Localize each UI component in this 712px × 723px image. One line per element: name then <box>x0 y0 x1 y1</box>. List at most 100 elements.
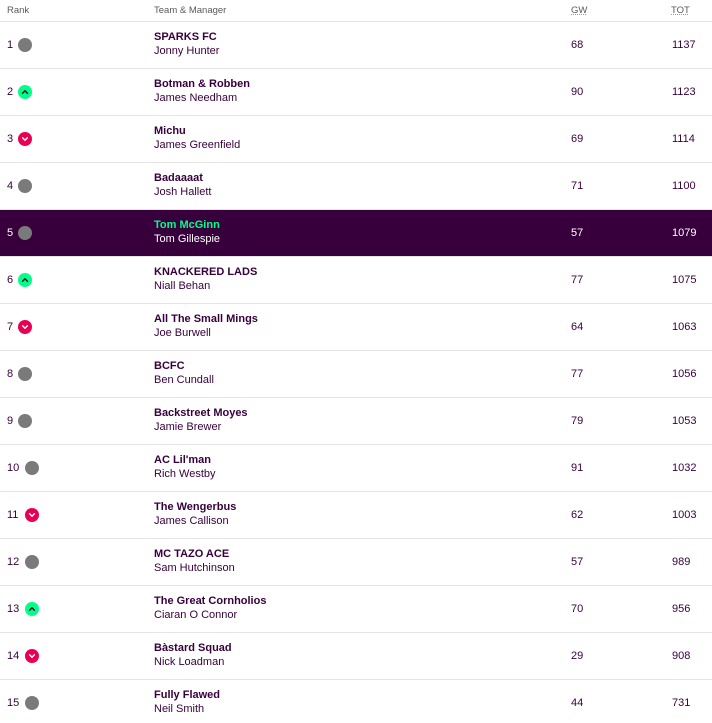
table-row[interactable]: 10 AC Lil'man Rich Westby 91 1032 <box>0 445 712 492</box>
rank-number: 3 <box>7 133 14 145</box>
chevron-up-icon <box>18 85 32 99</box>
team-name-link[interactable]: BCFC <box>154 360 185 372</box>
table-header: Rank Team & Manager GW TOT <box>0 0 712 22</box>
team-name-link[interactable]: Michu <box>154 125 186 137</box>
gameweek-points: 71 <box>571 180 584 192</box>
team-name-link[interactable]: SPARKS FC <box>154 31 217 43</box>
table-row[interactable]: 9 Backstreet Moyes Jamie Brewer 79 1053 <box>0 398 712 445</box>
table-row[interactable]: 15 Fully Flawed Neil Smith 44 731 <box>0 680 712 723</box>
gameweek-points: 77 <box>571 368 584 380</box>
manager-name: Niall Behan <box>154 280 211 292</box>
gameweek-points: 69 <box>571 133 584 145</box>
table-row[interactable]: 3 Michu James Greenfield 69 1114 <box>0 116 712 163</box>
gameweek-points: 79 <box>571 415 584 427</box>
manager-name: James Greenfield <box>154 139 241 151</box>
table-row[interactable]: 7 All The Small Mings Joe Burwell 64 1063 <box>0 304 712 351</box>
manager-name: James Callison <box>154 515 229 527</box>
chevron-down-icon <box>18 132 32 146</box>
no-change-icon <box>18 38 32 52</box>
no-change-icon <box>18 414 32 428</box>
team-name-link[interactable]: Badaaaat <box>154 172 203 184</box>
gameweek-points: 70 <box>571 603 584 615</box>
manager-name: Joe Burwell <box>154 327 211 339</box>
header-gameweek[interactable]: GW <box>571 5 588 16</box>
team-name-link[interactable]: Backstreet Moyes <box>154 407 248 419</box>
no-change-icon <box>25 461 39 475</box>
total-points: 1063 <box>672 321 697 333</box>
rank-number: 1 <box>7 39 14 51</box>
header-total[interactable]: TOT <box>671 5 690 16</box>
rank-number: 4 <box>7 180 14 192</box>
manager-name: Ciaran O Connor <box>154 609 238 621</box>
table-row[interactable]: 11 The Wengerbus James Callison 62 1003 <box>0 492 712 539</box>
team-name-link[interactable]: KNACKERED LADS <box>154 266 258 278</box>
header-team-manager: Team & Manager <box>154 5 227 16</box>
chevron-down-icon <box>25 508 39 522</box>
rank-number: 15 <box>7 697 20 709</box>
table-row[interactable]: 2 Botman & Robben James Needham 90 1123 <box>0 69 712 116</box>
gameweek-points: 62 <box>571 509 584 521</box>
total-points: 1114 <box>672 133 695 145</box>
gameweek-points: 57 <box>571 227 584 239</box>
rank-number: 11 <box>7 509 19 521</box>
table-row[interactable]: 12 MC TAZO ACE Sam Hutchinson 57 989 <box>0 539 712 586</box>
table-row[interactable]: 6 KNACKERED LADS Niall Behan 77 1075 <box>0 257 712 304</box>
rank-number: 2 <box>7 86 14 98</box>
no-change-icon <box>18 367 32 381</box>
rank-number: 14 <box>7 650 20 662</box>
chevron-down-icon <box>18 320 32 334</box>
no-change-icon <box>18 179 32 193</box>
total-points: 1053 <box>672 415 697 427</box>
team-name-link[interactable]: Fully Flawed <box>154 689 221 701</box>
manager-name: Neil Smith <box>154 703 205 715</box>
table-row[interactable]: 4 Badaaaat Josh Hallett 71 1100 <box>0 163 712 210</box>
gameweek-points: 68 <box>571 39 584 51</box>
total-points: 1056 <box>672 368 697 380</box>
table-row[interactable]: 13 The Great Cornholios Ciaran O Connor 70 9… <box>0 586 712 633</box>
gameweek-points: 91 <box>571 462 584 474</box>
total-points: 1123 <box>672 86 696 98</box>
team-name-link[interactable]: The Great Cornholios <box>154 595 267 607</box>
team-name-link[interactable]: Tom McGinn <box>154 219 220 231</box>
rank-number: 5 <box>7 227 14 239</box>
gameweek-points: 77 <box>571 274 584 286</box>
manager-name: Tom Gillespie <box>154 233 221 245</box>
table-row[interactable]: 1 SPARKS FC Jonny Hunter 68 1137 <box>0 22 712 69</box>
total-points: 1032 <box>672 462 697 474</box>
gameweek-points: 57 <box>571 556 584 568</box>
chevron-down-icon <box>25 649 39 663</box>
manager-name: Sam Hutchinson <box>154 562 235 574</box>
chevron-up-icon <box>25 602 39 616</box>
table-row[interactable]: 8 BCFC Ben Cundall 77 1056 <box>0 351 712 398</box>
rank-number: 7 <box>7 321 14 333</box>
table-row[interactable]: 5 Tom McGinn Tom Gillespie 57 1079 <box>0 210 712 257</box>
no-change-icon <box>18 226 32 240</box>
total-points: 989 <box>672 556 691 568</box>
gameweek-points: 29 <box>571 650 584 662</box>
manager-name: Jonny Hunter <box>154 45 220 57</box>
rank-number: 6 <box>7 274 14 286</box>
total-points: 1137 <box>672 39 696 51</box>
rank-number: 9 <box>7 415 14 427</box>
total-points: 1079 <box>672 227 697 239</box>
manager-name: James Needham <box>154 92 238 104</box>
manager-name: Josh Hallett <box>154 186 212 198</box>
team-name-link[interactable]: Botman & Robben <box>154 78 250 90</box>
manager-name: Rich Westby <box>154 468 216 480</box>
table-row[interactable]: 14 Bàstard Squad Nick Loadman 29 908 <box>0 633 712 680</box>
no-change-icon <box>25 696 39 710</box>
rank-number: 13 <box>7 603 20 615</box>
manager-name: Jamie Brewer <box>154 421 222 433</box>
gameweek-points: 64 <box>571 321 584 333</box>
rank-number: 10 <box>7 462 20 474</box>
team-name-link[interactable]: The Wengerbus <box>154 501 237 513</box>
total-points: 1003 <box>672 509 697 521</box>
team-name-link[interactable]: MC TAZO ACE <box>154 548 230 560</box>
team-name-link[interactable]: Bàstard Squad <box>154 642 232 654</box>
total-points: 956 <box>672 603 691 615</box>
team-name-link[interactable]: AC Lil'man <box>154 454 212 466</box>
no-change-icon <box>25 555 39 569</box>
gameweek-points: 44 <box>571 697 584 709</box>
team-name-link[interactable]: All The Small Mings <box>154 313 258 325</box>
